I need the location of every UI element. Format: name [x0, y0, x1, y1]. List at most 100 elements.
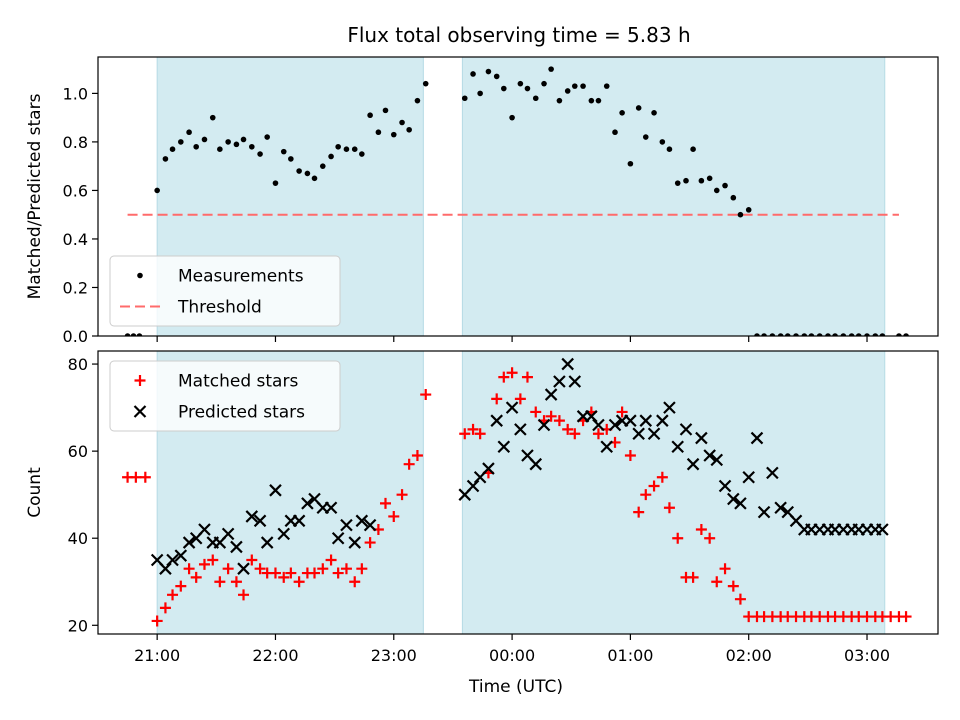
data-point [221, 527, 235, 541]
data-point [304, 170, 311, 177]
data-point [679, 423, 693, 436]
data-point [580, 83, 586, 89]
data-point [561, 357, 574, 371]
data-point [568, 375, 582, 388]
data-point [474, 428, 486, 440]
data-point [182, 536, 196, 549]
data-point [130, 333, 137, 336]
y-tick-label: 60 [68, 442, 88, 461]
data-point [162, 156, 169, 162]
data-point [343, 146, 350, 152]
data-point [529, 457, 543, 471]
data-point [349, 576, 361, 588]
data-point [648, 480, 660, 492]
data-point [855, 333, 862, 336]
data-point [734, 593, 746, 605]
data-point [359, 151, 365, 157]
data-point [190, 571, 202, 583]
legend-label: Measurements [178, 267, 304, 287]
data-point [663, 401, 676, 414]
y-tick-label: 1.0 [63, 84, 88, 103]
data-point [624, 414, 637, 427]
data-point [704, 532, 716, 544]
data-point [801, 333, 808, 336]
legend-label: Matched stars [178, 372, 298, 392]
data-point [879, 333, 886, 336]
data-point [178, 139, 184, 145]
legend-frame [109, 360, 341, 432]
data-point [278, 571, 290, 583]
data-point [198, 558, 210, 570]
data-point [876, 523, 889, 536]
data-point [363, 518, 377, 532]
data-point [737, 211, 744, 218]
data-point [683, 177, 689, 184]
data-point [467, 423, 479, 435]
data-point [403, 458, 415, 470]
data-point [727, 492, 740, 506]
data-point [207, 554, 219, 566]
data-point [382, 107, 389, 114]
data-point [556, 97, 563, 104]
y-tick-label: 20 [68, 616, 88, 635]
data-point [718, 479, 732, 493]
data-point [285, 567, 297, 579]
legend-label: Threshold [177, 298, 262, 318]
data-point [301, 497, 314, 510]
data-point [260, 536, 274, 549]
data-point [201, 136, 208, 143]
data-point [656, 414, 669, 427]
data-point [754, 333, 760, 336]
data-point [477, 90, 483, 97]
data-point [375, 129, 382, 136]
x-tick-label: 21:00 [134, 646, 180, 665]
data-point [124, 333, 131, 336]
data-point [784, 333, 791, 336]
data-point [722, 182, 728, 189]
data-point [600, 440, 614, 454]
data-point [183, 563, 195, 575]
data-point [548, 66, 554, 72]
data-point [459, 428, 471, 440]
data-point [485, 68, 492, 75]
data-point [706, 175, 713, 182]
x-tick-label: 03:00 [844, 646, 890, 665]
data-point [264, 134, 270, 140]
x-tick-label: 23:00 [371, 646, 417, 665]
data-point [280, 148, 287, 155]
data-point [900, 611, 912, 623]
y-axis-label: Matched/Predicted stars [25, 93, 45, 299]
data-point [553, 415, 565, 427]
data-point [272, 180, 279, 186]
data-point [896, 333, 902, 336]
data-point [311, 175, 318, 182]
data-point [175, 580, 187, 592]
y-tick-label: 0.8 [63, 133, 88, 152]
data-point [571, 83, 578, 89]
data-point [364, 537, 376, 549]
data-point [225, 139, 231, 145]
data-point [493, 73, 500, 80]
data-point [491, 393, 503, 405]
data-point [422, 80, 429, 87]
data-point [136, 333, 143, 336]
data-point [695, 524, 707, 536]
legend-marker [133, 405, 147, 418]
data-point [632, 427, 645, 441]
data-point [498, 371, 510, 383]
data-point [514, 423, 527, 436]
data-point [734, 497, 747, 510]
data-point [656, 471, 668, 483]
y-tick-label: 40 [68, 529, 88, 548]
data-point [506, 367, 518, 379]
data-point [666, 146, 673, 152]
data-point [616, 406, 628, 418]
data-point [757, 505, 771, 519]
data-point [292, 514, 306, 528]
legend-label: Predicted stars [178, 403, 305, 423]
data-point [647, 427, 661, 441]
data-point [698, 177, 705, 184]
data-point [619, 110, 625, 116]
data-point [640, 489, 652, 501]
data-point [774, 501, 787, 515]
